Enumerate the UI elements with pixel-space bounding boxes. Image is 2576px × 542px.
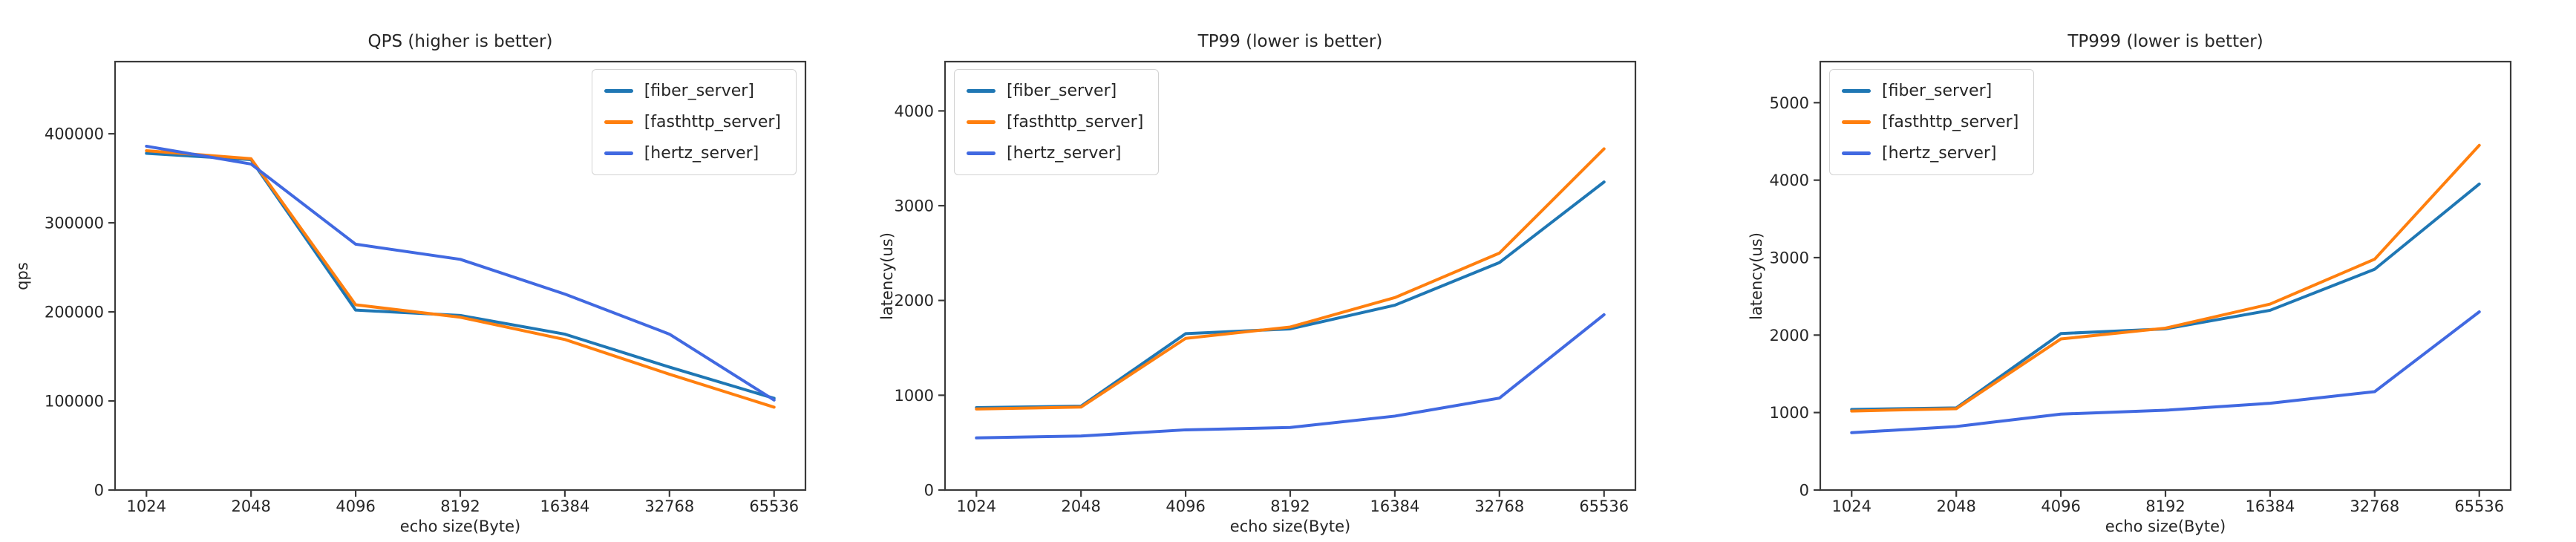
chart-title-tp999: TP999 (lower is better)	[2067, 32, 2263, 51]
line-hertz_server	[1850, 310, 2481, 434]
legend-item-fiber_server: [fiber_server]	[967, 79, 1143, 103]
y-tick-label: 300000	[45, 215, 104, 232]
subplot-tp999: TP999 (lower is better) latency(us) 0 100…	[1718, 0, 2576, 542]
legend-item-hertz_server: [hertz_server]	[604, 141, 781, 166]
plot-area-tp999: 0 1000 2000 3000 4000 5000 1024 2048 4096 8192 163…	[1770, 60, 2512, 515]
chart-title-qps: QPS (higher is better)	[367, 32, 553, 51]
legend-item-fiber_server: [fiber_server]	[1842, 79, 2018, 103]
legend-tp99: [fiber_server] [fasthttp_server] [hertz_se…	[954, 69, 1160, 175]
line-hertz_server	[145, 144, 776, 402]
legend-label: [hertz_server]	[1007, 144, 1122, 163]
y-tick-label: 1000	[895, 387, 934, 405]
x-tick-label: 8192	[2145, 497, 2185, 515]
legend-line-swatch	[1842, 89, 1871, 93]
line-hertz_server	[975, 313, 1606, 440]
x-tick-label: 1024	[957, 497, 996, 515]
legend-label: [fiber_server]	[1007, 82, 1117, 100]
legend-label: [fasthttp_server]	[1882, 113, 2019, 131]
legend-qps: [fiber_server] [fasthttp_server] [hertz_se…	[591, 69, 797, 175]
legend-line-swatch	[967, 120, 996, 124]
legend-label: [fiber_server]	[644, 82, 754, 100]
x-tick-label: 1024	[1832, 497, 1871, 515]
legend-line-swatch	[1842, 151, 1871, 155]
line-fiber_server	[975, 180, 1606, 409]
x-tick-label: 4096	[1166, 497, 1205, 515]
legend-item-fasthttp_server: [fasthttp_server]	[967, 110, 1143, 134]
line-fasthttp_server	[975, 147, 1606, 411]
y-tick-label: 200000	[45, 304, 104, 321]
x-axis-label-qps: echo size(Byte)	[399, 517, 521, 535]
y-tick-label: 3000	[1770, 249, 1809, 267]
legend-item-fasthttp_server: [fasthttp_server]	[604, 110, 781, 134]
x-tick-label: 32768	[644, 497, 694, 515]
line-fasthttp_server	[1850, 143, 2481, 413]
legend-item-hertz_server: [hertz_server]	[967, 141, 1143, 166]
x-tick-label: 65536	[1579, 497, 1629, 515]
line-fasthttp_server	[145, 148, 776, 409]
legend-line-swatch	[604, 120, 633, 124]
x-tick-label: 65536	[749, 497, 799, 515]
x-tick-label: 1024	[127, 497, 166, 515]
y-tick-label: 0	[924, 482, 934, 500]
x-tick-label: 32768	[2350, 497, 2399, 515]
legend-label: [hertz_server]	[1882, 144, 1997, 163]
x-tick-label: 8192	[440, 497, 480, 515]
y-tick-label: 2000	[895, 292, 934, 310]
x-tick-label: 65536	[2454, 497, 2504, 515]
y-tick-label: 4000	[1770, 172, 1809, 189]
plot-area-qps: 0 100000 200000 300000 400000 1024 2048 4096 819…	[45, 60, 807, 515]
x-tick-label: 4096	[2041, 497, 2080, 515]
subplot-qps: QPS (higher is better) qps 0 100000 200000…	[0, 0, 859, 542]
y-tick-label: 0	[1799, 482, 1809, 500]
legend-label: [fasthttp_server]	[644, 113, 781, 131]
legend-line-swatch	[1842, 120, 1871, 124]
subplot-tp99: TP99 (lower is better) latency(us) 0 1000…	[859, 0, 1718, 542]
x-tick-label: 16384	[1370, 497, 1420, 515]
legend-item-hertz_server: [hertz_server]	[1842, 141, 2018, 166]
y-tick-label: 5000	[1770, 94, 1809, 112]
legend-line-swatch	[967, 89, 996, 93]
y-tick-label: 3000	[895, 197, 934, 215]
legend-item-fasthttp_server: [fasthttp_server]	[1842, 110, 2018, 134]
legend-label: [fiber_server]	[1882, 82, 1993, 100]
legend-line-swatch	[604, 89, 633, 93]
x-tick-label: 16384	[540, 497, 590, 515]
line-fiber_server	[145, 151, 776, 400]
x-tick-label: 2048	[231, 497, 270, 515]
x-axis-label-tp999: echo size(Byte)	[2105, 517, 2226, 535]
chart-title-tp99: TP99 (lower is better)	[1197, 32, 1383, 51]
x-tick-label: 4096	[336, 497, 375, 515]
line-fiber_server	[1850, 182, 2481, 411]
x-tick-label: 2048	[1061, 497, 1100, 515]
legend-line-swatch	[967, 151, 996, 155]
x-tick-label: 32768	[1474, 497, 1524, 515]
x-tick-label: 2048	[1936, 497, 1975, 515]
legend-label: [fasthttp_server]	[1007, 113, 1144, 131]
legend-tp999: [fiber_server] [fasthttp_server] [hertz_se…	[1829, 69, 2035, 175]
y-tick-label: 2000	[1770, 327, 1809, 345]
x-tick-label: 8192	[1270, 497, 1310, 515]
legend-line-swatch	[604, 151, 633, 155]
x-axis-label-tp99: echo size(Byte)	[1229, 517, 1351, 535]
legend-label: [hertz_server]	[644, 144, 759, 163]
y-tick-label: 0	[94, 482, 104, 500]
plot-area-tp99: 0 1000 2000 3000 4000 1024 2048 4096 8192 16384 32…	[895, 60, 1637, 515]
x-tick-label: 16384	[2246, 497, 2295, 515]
y-tick-label: 400000	[45, 125, 104, 143]
y-tick-label: 4000	[895, 102, 934, 120]
y-tick-label: 100000	[45, 393, 104, 411]
y-tick-label: 1000	[1770, 404, 1809, 422]
legend-item-fiber_server: [fiber_server]	[604, 79, 781, 103]
